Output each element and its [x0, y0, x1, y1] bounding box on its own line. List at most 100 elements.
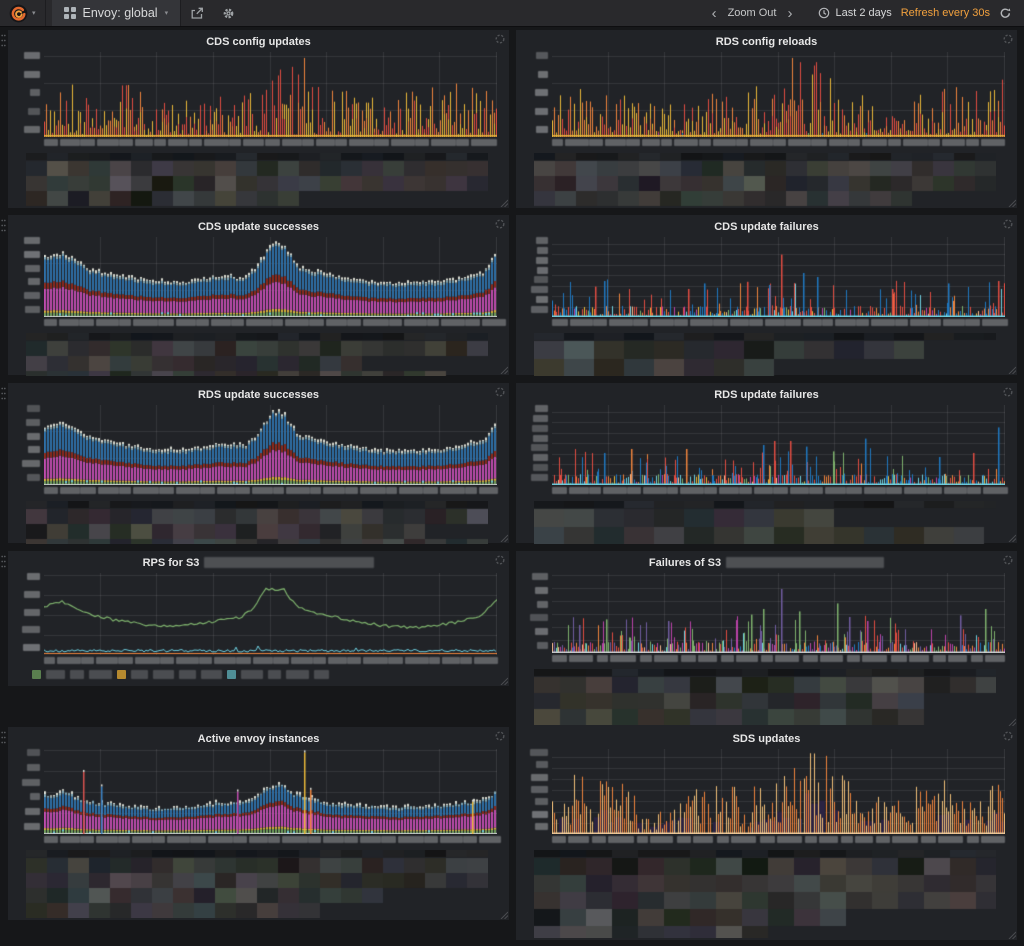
panel-resize-handle[interactable] — [1007, 930, 1016, 939]
legend — [534, 333, 1017, 381]
panel-cds-config-updates[interactable]: CDS config updates — [8, 30, 509, 208]
panel-resize-handle[interactable] — [499, 676, 508, 685]
panel-rds-config-reloads[interactable]: RDS config reloads — [516, 30, 1017, 208]
panel-title[interactable]: Active envoy instances — [8, 727, 509, 746]
legend-redacted-mosaic — [26, 333, 488, 376]
legend-series-swatch[interactable] — [117, 669, 127, 679]
x-axis-labels-redacted — [44, 836, 501, 844]
share-icon — [191, 7, 204, 19]
panel-title-text: CDS config updates — [206, 35, 311, 48]
loading-spinner-icon — [495, 731, 505, 741]
legend — [534, 153, 1017, 212]
panel-title[interactable]: RDS update successes — [8, 383, 509, 402]
panel-rds-update-failures[interactable]: RDS update failures — [516, 383, 1017, 544]
loading-spinner-icon — [1003, 387, 1013, 397]
panel-rds-update-successes[interactable]: RDS update successes — [8, 383, 509, 544]
panel-resize-handle[interactable] — [499, 533, 508, 542]
legend-redacted-mosaic — [534, 850, 996, 938]
panel-resize-handle[interactable] — [1007, 533, 1016, 542]
y-axis-labels-redacted — [522, 52, 548, 133]
panel-rps-for-s3[interactable]: RPS for S3 — [8, 551, 509, 686]
loading-spinner-icon — [1003, 731, 1013, 741]
legend — [534, 501, 1017, 549]
legend — [26, 501, 509, 549]
chart-canvas[interactable] — [552, 52, 1005, 137]
share-button[interactable] — [181, 0, 213, 26]
panel-resize-handle[interactable] — [1007, 365, 1016, 374]
zoom-out-button[interactable]: Zoom Out — [727, 7, 777, 19]
panel-active-envoy-instances[interactable]: Active envoy instances — [8, 727, 509, 920]
grafana-main-menu[interactable]: ▾ — [0, 0, 46, 26]
dashboard-title: Envoy: global — [82, 6, 158, 20]
panel-title[interactable]: CDS update successes — [8, 215, 509, 234]
row-drag-handle[interactable] — [1, 555, 7, 573]
refresh-icon[interactable] — [999, 7, 1012, 19]
panel-title[interactable]: CDS config updates — [8, 30, 509, 49]
refresh-interval-button[interactable]: Refresh every 30s — [900, 7, 990, 19]
panel-failures-of-s3[interactable]: Failures of S3 — [516, 551, 1017, 727]
loading-spinner-icon — [495, 34, 505, 44]
panel-sds-updates[interactable]: SDS updates — [516, 727, 1017, 940]
panel-title[interactable]: RDS config reloads — [516, 30, 1017, 49]
chart-canvas[interactable] — [44, 405, 497, 485]
chart-canvas[interactable] — [44, 749, 497, 834]
chart-canvas[interactable] — [44, 237, 497, 317]
panel-title[interactable]: Failures of S3 — [516, 551, 1017, 570]
time-shift-left-button[interactable]: ‹ — [711, 4, 717, 22]
legend-series-swatch[interactable] — [32, 669, 41, 679]
panel-resize-handle[interactable] — [499, 198, 508, 207]
plot-area — [552, 237, 1017, 317]
x-axis-labels-redacted — [44, 487, 499, 495]
chart-canvas[interactable] — [552, 573, 1005, 653]
panel-title[interactable]: CDS update failures — [516, 215, 1017, 234]
row-drag-handle[interactable] — [1, 219, 7, 237]
panel-title[interactable]: RDS update failures — [516, 383, 1017, 402]
legend — [26, 153, 509, 212]
panel-title[interactable]: RPS for S3 — [8, 551, 509, 570]
x-axis-labels-redacted — [552, 319, 1009, 327]
panel-resize-handle[interactable] — [499, 365, 508, 374]
chart-canvas[interactable] — [44, 52, 497, 137]
dashboard-picker[interactable]: Envoy: global ▾ — [51, 0, 182, 26]
row-drag-handle[interactable] — [1, 731, 7, 749]
plot-area — [44, 405, 509, 485]
panel-resize-handle[interactable] — [1007, 717, 1016, 726]
panel-cds-update-failures[interactable]: CDS update failures — [516, 215, 1017, 376]
chart-canvas[interactable] — [44, 573, 497, 655]
chart-canvas[interactable] — [552, 237, 1005, 317]
panel-resize-handle[interactable] — [1007, 198, 1016, 207]
panel-title-text: CDS update successes — [197, 220, 320, 233]
row-drag-handle[interactable] — [1, 34, 7, 52]
time-range-button[interactable]: Last 2 days — [818, 7, 892, 19]
legend-series-row[interactable] — [32, 669, 509, 679]
chart-canvas[interactable] — [552, 405, 1005, 485]
legend — [26, 333, 509, 381]
clock-icon — [819, 7, 830, 19]
y-axis-labels-redacted — [522, 749, 548, 830]
x-axis-labels-redacted — [552, 487, 1009, 495]
dashboard-settings-button[interactable] — [213, 0, 244, 26]
legend-series-swatch[interactable] — [227, 669, 237, 679]
panel-title-redacted-text — [726, 557, 885, 568]
y-axis-labels-redacted — [522, 237, 548, 313]
plot-area — [552, 52, 1017, 137]
panel-resize-handle[interactable] — [499, 910, 508, 919]
legend-redacted-mosaic — [534, 669, 996, 725]
time-shift-right-button[interactable]: › — [787, 4, 793, 22]
chevron-down-icon: ▾ — [164, 9, 169, 17]
row-drag-handle[interactable] — [1, 387, 7, 405]
panel-title-text: Active envoy instances — [197, 732, 320, 745]
legend-redacted-mosaic — [534, 153, 996, 207]
plot-area — [44, 749, 509, 834]
top-nav: ▾ Envoy: global ▾ ‹ Zoom Out › Last — [0, 0, 1024, 27]
plot-area — [44, 52, 509, 137]
grafana-logo-icon — [9, 4, 28, 22]
panel-cds-update-successes[interactable]: CDS update successes — [8, 215, 509, 376]
legend-redacted-mosaic — [26, 850, 488, 918]
panel-title-text: RPS for S3 — [142, 556, 200, 569]
panel-title[interactable]: SDS updates — [516, 727, 1017, 746]
loading-spinner-icon — [495, 555, 505, 565]
time-controls: ‹ Zoom Out › Last 2 days Refresh every 3… — [710, 6, 1024, 21]
chart-canvas[interactable] — [552, 749, 1005, 834]
plot-area — [44, 237, 509, 317]
